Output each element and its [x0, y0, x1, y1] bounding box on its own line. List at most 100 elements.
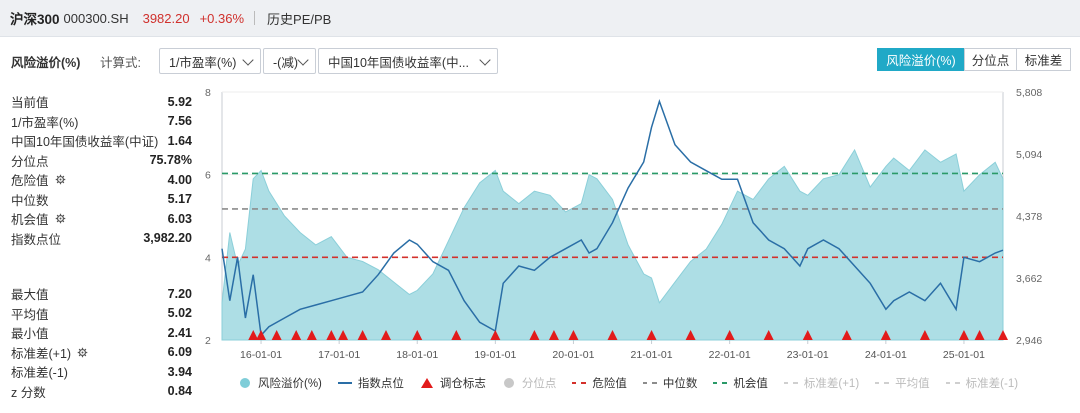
stat-value: 3,982.20 — [143, 231, 192, 246]
formula-label: 计算式: — [100, 55, 141, 70]
stat-label-wrap: 指数点位 — [11, 229, 61, 248]
stat-value: 7.20 — [167, 286, 192, 301]
stat-value: 4.00 — [167, 172, 192, 187]
tab-percentile[interactable]: 分位点 — [964, 48, 1017, 71]
stat-label: 危险值 — [11, 174, 49, 189]
stat-label: 标准差(-1) — [11, 366, 68, 381]
rebalance-marker — [338, 330, 349, 340]
legend-item[interactable]: 分位点 — [502, 375, 557, 391]
legend-dash-icon — [945, 382, 960, 384]
stat-label: 最大值 — [11, 288, 49, 303]
stat-label-wrap: 机会值 — [11, 209, 66, 228]
rebalance-marker — [998, 330, 1008, 340]
stat-value: 5.92 — [167, 94, 192, 109]
stat-label-wrap: 分位点 — [11, 151, 49, 170]
stat-row: 最小值 2.41 — [11, 323, 192, 343]
legend-label: 指数点位 — [357, 378, 404, 390]
legend-label: 机会值 — [733, 378, 768, 390]
stat-label: 中位数 — [11, 193, 49, 208]
rebalance-marker — [326, 330, 337, 340]
stat-row: z 分数 0.84 — [11, 382, 192, 402]
stat-label: 中国10年国债收益率(中证) — [11, 135, 159, 150]
rebalance-marker — [306, 330, 317, 340]
legend-item[interactable]: 危险值 — [572, 375, 627, 391]
legend-label: 分位点 — [521, 378, 557, 390]
stat-row: 1/市盈率(%) 7.56 — [11, 112, 192, 132]
formula-dropdown-2[interactable]: -(减) — [263, 48, 316, 74]
y-left-tick-label: 8 — [205, 87, 211, 99]
x-tick-label: 23-01-01 — [787, 349, 829, 361]
legend-item[interactable]: 机会值 — [713, 375, 768, 391]
stat-label-wrap: 中位数 — [11, 190, 49, 209]
legend-item[interactable]: 风险溢价(%) — [238, 375, 322, 391]
legend-triangle-icon — [420, 378, 433, 388]
stat-row: 机会值 6.03 — [11, 209, 192, 229]
legend-dot-icon — [240, 378, 250, 388]
legend-item[interactable]: 指数点位 — [337, 375, 404, 391]
rebalance-marker — [529, 330, 540, 340]
rebalance-marker — [958, 330, 969, 340]
stat-label-wrap: 标准差(-1) — [11, 362, 68, 381]
stat-label-wrap: 标准差(+1) — [11, 343, 88, 362]
stat-label: 平均值 — [11, 307, 49, 322]
legend-item[interactable]: 标准差(-1) — [945, 375, 1019, 391]
formula-dropdown-1-value: 1/市盈率(%) — [169, 55, 237, 70]
x-tick-label: 17-01-01 — [318, 349, 360, 361]
stat-row: 中位数 5.17 — [11, 190, 192, 210]
gear-icon[interactable] — [55, 213, 66, 224]
legend-label: 调仓标志 — [439, 378, 486, 390]
x-tick-label: 25-01-01 — [943, 349, 985, 361]
stat-value: 0.84 — [167, 384, 192, 399]
stat-label: 1/市盈率(%) — [11, 115, 79, 130]
legend-item[interactable]: 调仓标志 — [420, 375, 486, 391]
x-tick-label: 18-01-01 — [396, 349, 438, 361]
tab-std-dev[interactable]: 标准差 — [1016, 48, 1071, 71]
stat-label-wrap: 1/市盈率(%) — [11, 112, 78, 131]
stat-label: z 分数 — [11, 385, 46, 400]
stat-value: 5.02 — [167, 306, 192, 321]
stat-value: 7.56 — [167, 114, 192, 129]
stats-panel-bottom: 最大值 7.20 平均值 5.02 最小值 2.41 标准差(+1) 6.09 标准差(-1) 3… — [11, 284, 192, 401]
rebalance-marker — [841, 330, 852, 340]
index-name: 沪深300 — [10, 12, 60, 27]
stat-row: 最大值 7.20 — [11, 284, 192, 304]
x-tick-label: 21-01-01 — [631, 349, 673, 361]
stat-value: 75.78% — [149, 153, 192, 168]
legend-item[interactable]: 中位数 — [642, 375, 698, 391]
stat-label: 分位点 — [11, 154, 49, 169]
stat-row: 标准差(-1) 3.94 — [11, 362, 192, 382]
y-left-tick-label: 2 — [205, 335, 211, 347]
panel-title: 风险溢价(%) — [11, 55, 81, 70]
index-price: 3982.20 — [142, 10, 190, 26]
tab-risk-premium[interactable]: 风险溢价(%) — [877, 48, 965, 71]
formula-dropdown-3[interactable]: 中国10年国债收益率(中... — [318, 48, 498, 74]
legend-item[interactable]: 平均值 — [875, 375, 930, 391]
formula-dropdown-1[interactable]: 1/市盈率(%) — [159, 48, 261, 74]
x-tick-label: 24-01-01 — [865, 349, 907, 361]
history-pe-pb-link[interactable]: 历史PE/PB — [267, 11, 332, 27]
stat-row: 标准差(+1) 6.09 — [11, 343, 192, 363]
rebalance-marker — [381, 330, 392, 340]
stat-row: 当前值 5.92 — [11, 92, 192, 112]
legend-dash-icon — [572, 382, 587, 384]
y-left-tick-label: 4 — [205, 252, 211, 264]
index-change: +0.36% — [199, 10, 245, 26]
legend-label: 标准差(-1) — [965, 378, 1019, 390]
legend-dash-icon — [783, 382, 798, 384]
stat-row: 中国10年国债收益率(中证) 1.64 — [11, 131, 192, 151]
legend-dot-icon — [503, 378, 514, 388]
stat-value: 1.64 — [167, 133, 192, 148]
chevron-down-icon — [242, 54, 254, 66]
y-right-tick-label: 5,808 — [1016, 87, 1042, 99]
legend-label: 风险溢价(%) — [258, 378, 322, 390]
x-tick-label: 20-01-01 — [552, 349, 594, 361]
legend-item[interactable]: 标准差(+1) — [783, 375, 859, 391]
chevron-down-icon — [479, 54, 491, 66]
gear-icon[interactable] — [55, 174, 66, 185]
legend-label: 中位数 — [662, 378, 698, 390]
index-level-line — [221, 99, 1004, 338]
rebalance-marker — [271, 330, 282, 340]
view-tabs: 风险溢价(%) 分位点 标准差 — [877, 48, 1071, 71]
gear-icon[interactable] — [77, 347, 88, 358]
legend-dash-icon — [713, 382, 728, 384]
